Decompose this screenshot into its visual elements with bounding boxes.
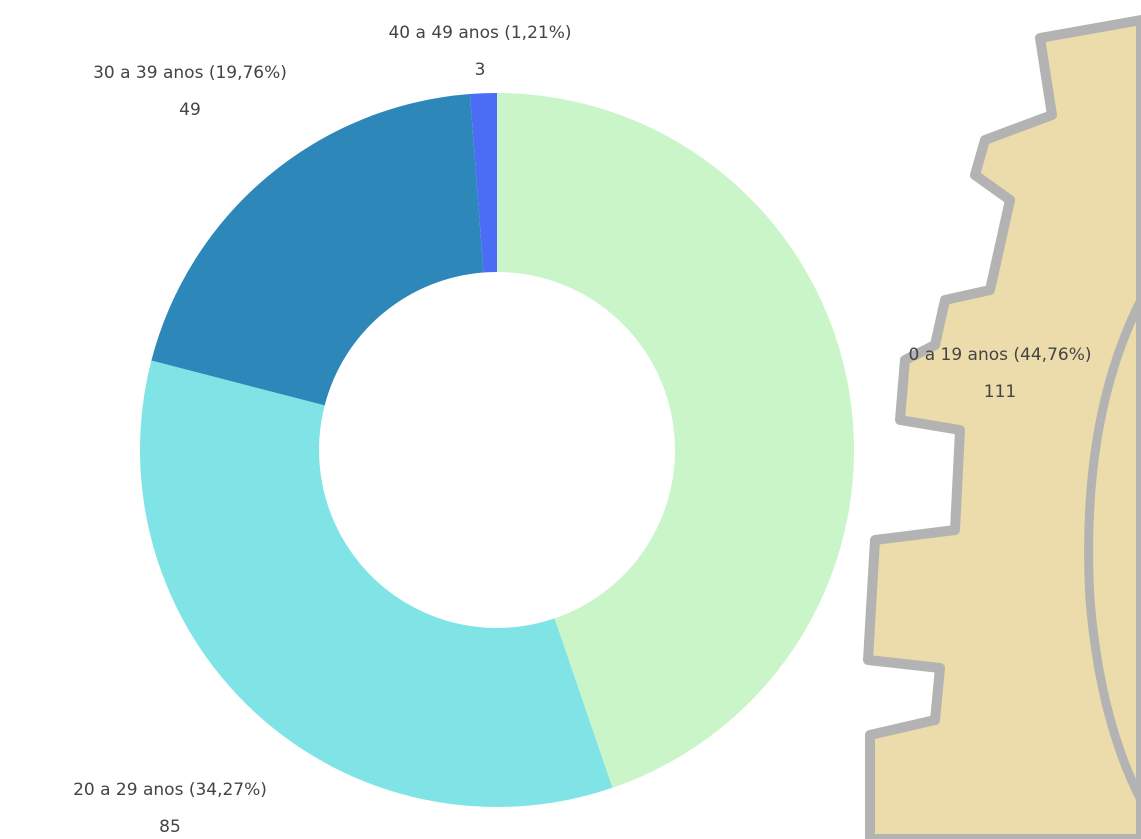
slice-label: 20 a 29 anos (34,27%) — [73, 780, 267, 800]
slice-label: 30 a 39 anos (19,76%) — [93, 63, 287, 83]
donut-slice — [497, 93, 855, 788]
donut-slice — [469, 93, 497, 273]
donut — [139, 93, 855, 808]
slice-value: 3 — [475, 60, 486, 80]
donut-slice — [151, 94, 484, 406]
donut-slice — [139, 360, 613, 808]
slice-label: 0 a 19 anos (44,76%) — [908, 345, 1091, 365]
slice-value: 85 — [159, 817, 181, 837]
slice-value: 111 — [984, 382, 1016, 402]
gear-decoration — [863, 15, 1141, 839]
slice-value: 49 — [179, 100, 201, 120]
slice-label: 40 a 49 anos (1,21%) — [388, 23, 571, 43]
data-labels: 0 a 19 anos (44,76%) 111 20 a 29 anos (34,… — [73, 23, 1091, 837]
